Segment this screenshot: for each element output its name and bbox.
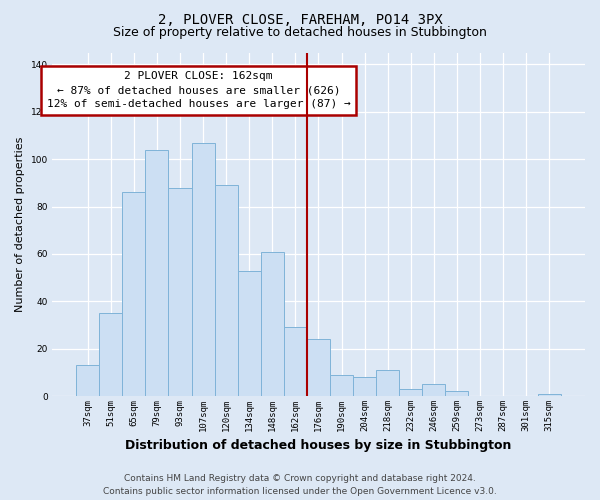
Bar	[76, 366, 99, 396]
Bar	[538, 394, 561, 396]
Bar	[261, 252, 284, 396]
Bar	[445, 392, 469, 396]
Bar	[215, 185, 238, 396]
Bar	[284, 328, 307, 396]
Bar	[353, 377, 376, 396]
Y-axis label: Number of detached properties: Number of detached properties	[15, 136, 25, 312]
Bar	[399, 389, 422, 396]
Bar	[99, 313, 122, 396]
Text: Size of property relative to detached houses in Stubbington: Size of property relative to detached ho…	[113, 26, 487, 39]
Text: Contains HM Land Registry data © Crown copyright and database right 2024.
Contai: Contains HM Land Registry data © Crown c…	[103, 474, 497, 496]
Text: 2, PLOVER CLOSE, FAREHAM, PO14 3PX: 2, PLOVER CLOSE, FAREHAM, PO14 3PX	[158, 12, 442, 26]
Text: 2 PLOVER CLOSE: 162sqm
← 87% of detached houses are smaller (626)
12% of semi-de: 2 PLOVER CLOSE: 162sqm ← 87% of detached…	[47, 72, 350, 110]
Bar	[422, 384, 445, 396]
Bar	[330, 375, 353, 396]
Bar	[307, 340, 330, 396]
Bar	[376, 370, 399, 396]
Bar	[169, 188, 191, 396]
Bar	[238, 270, 261, 396]
Bar	[191, 142, 215, 396]
Bar	[145, 150, 169, 396]
Bar	[122, 192, 145, 396]
X-axis label: Distribution of detached houses by size in Stubbington: Distribution of detached houses by size …	[125, 440, 512, 452]
